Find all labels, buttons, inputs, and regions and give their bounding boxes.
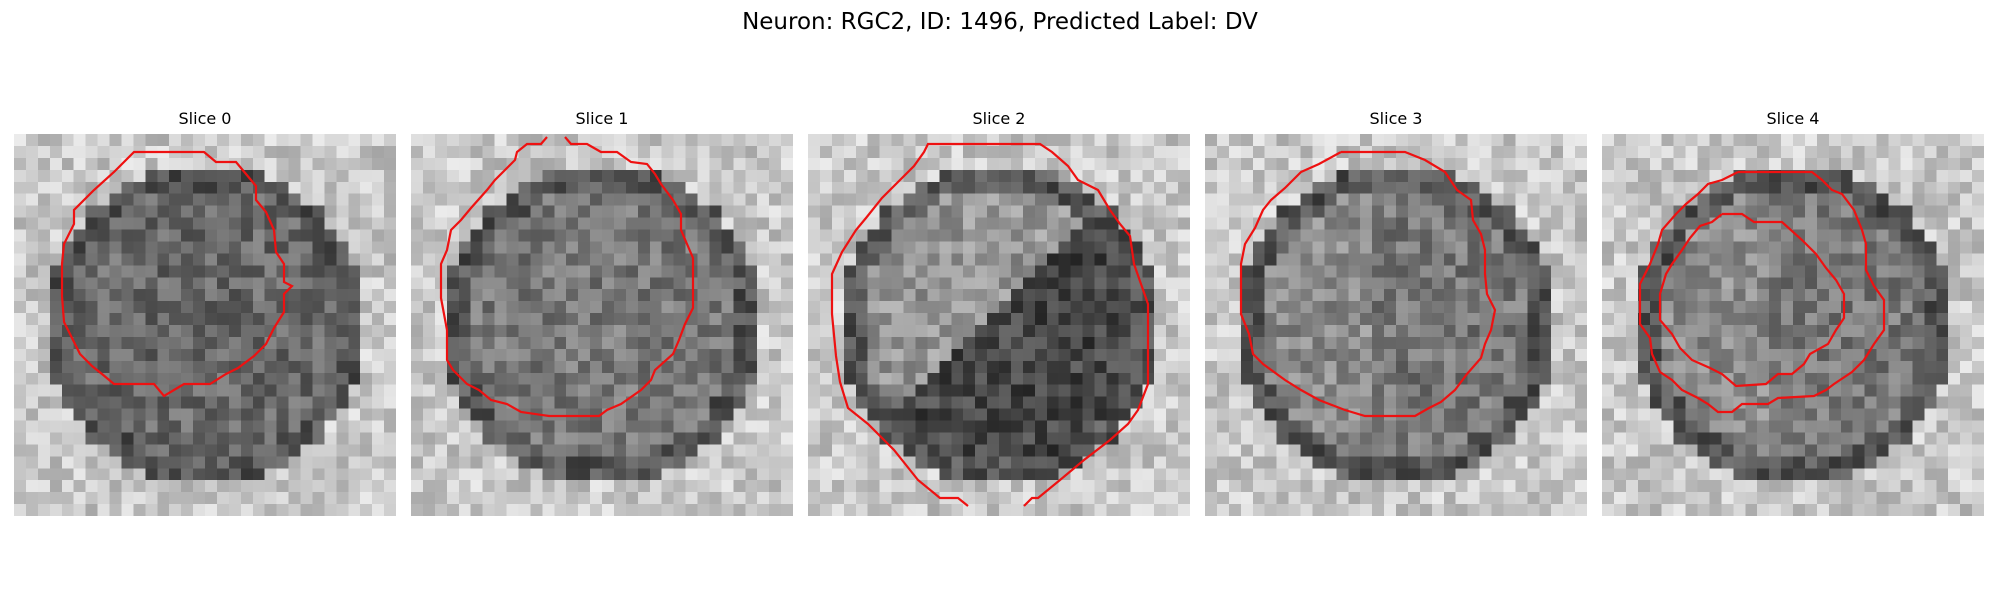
grayscale-slice xyxy=(14,134,396,516)
slice-panel-0: Slice 0 xyxy=(14,108,396,516)
slice-panel-3: Slice 3 xyxy=(1205,108,1587,516)
grayscale-slice xyxy=(411,134,793,516)
figure-title: Neuron: RGC2, ID: 1496, Predicted Label:… xyxy=(742,9,1258,35)
slice-panel-4: Slice 4 xyxy=(1602,108,1984,516)
slice-title: Slice 1 xyxy=(575,109,629,128)
segmentation-contour xyxy=(60,150,294,398)
grayscale-slice xyxy=(1205,134,1587,516)
segmentation-contour xyxy=(439,136,695,418)
slice-title: Slice 0 xyxy=(178,109,232,128)
segmentation-contour xyxy=(1638,170,1886,414)
segmentation-contour xyxy=(830,142,1150,507)
slice-title: Slice 2 xyxy=(972,109,1026,128)
slice-title: Slice 3 xyxy=(1369,109,1423,128)
grayscale-slice xyxy=(808,134,1190,516)
slice-image xyxy=(411,134,793,516)
slice-image xyxy=(1205,134,1587,516)
slice-title: Slice 4 xyxy=(1766,109,1820,128)
slice-image xyxy=(14,134,396,516)
slice-image xyxy=(1602,134,1984,516)
slice-panel-2: Slice 2 xyxy=(808,108,1190,516)
slice-panel-1: Slice 1 xyxy=(411,108,793,516)
segmentation-contour xyxy=(1239,150,1497,418)
slice-image xyxy=(808,134,1190,516)
